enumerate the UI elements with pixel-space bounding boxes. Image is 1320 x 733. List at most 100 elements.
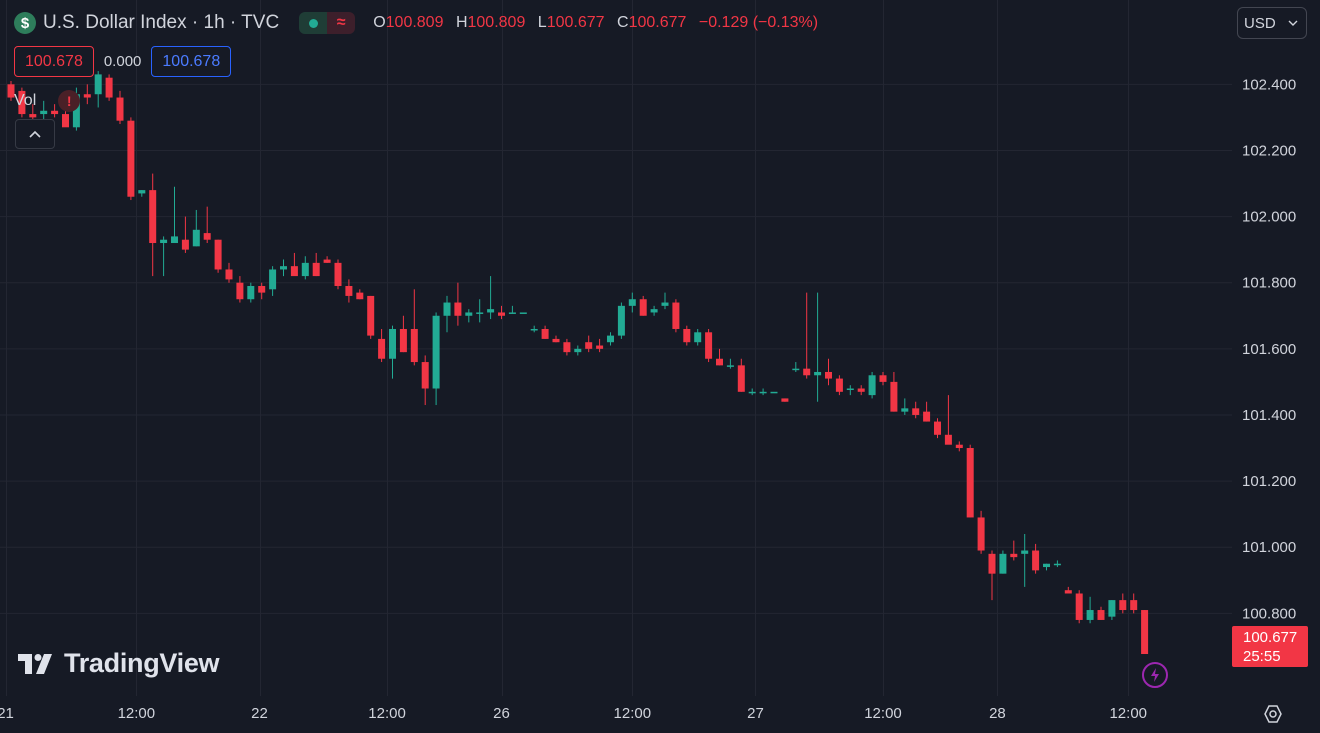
candle [171, 186, 178, 244]
candle-body [399, 328, 407, 353]
candle [955, 441, 963, 452]
time-tick-label: 12:00 [118, 705, 156, 722]
candle-body [356, 292, 364, 300]
candle [694, 328, 702, 346]
candle [192, 209, 200, 247]
dollar-icon[interactable]: $ [14, 12, 36, 34]
candle-body [726, 365, 734, 367]
candle-body [454, 302, 462, 316]
candle [301, 256, 309, 280]
candle-body [672, 302, 680, 329]
price-tick-label: 101.000 [1242, 539, 1296, 556]
candle-body [737, 365, 745, 392]
candle-body [966, 448, 974, 518]
candle [1032, 543, 1040, 574]
tradingview-logo[interactable]: TradingView [18, 648, 220, 679]
time-axis[interactable]: 21 12:00 22 12:00 26 12:00 27 12:00 28 12:00 [0, 696, 1232, 733]
candle [236, 276, 244, 303]
candle-body [51, 110, 59, 115]
candle [726, 358, 734, 369]
candle-body [443, 302, 451, 316]
currency-selector[interactable]: USD [1237, 7, 1307, 39]
candle-body [955, 444, 963, 449]
price-tick-label: 100.800 [1242, 605, 1296, 622]
wave-icon[interactable]: ≈ [327, 12, 356, 34]
candle [748, 388, 756, 396]
candle [399, 315, 407, 353]
candle-body [160, 239, 168, 244]
candle-body [72, 94, 80, 128]
candle-body [290, 266, 298, 277]
sell-button[interactable]: 100.678 [14, 46, 94, 77]
candle-body [432, 315, 440, 389]
candle-body [312, 262, 320, 277]
market-open-indicator[interactable] [299, 12, 328, 34]
buy-button[interactable]: 100.678 [151, 46, 232, 77]
candle-body [705, 332, 713, 359]
candle-body [988, 553, 996, 574]
candle [1097, 606, 1105, 620]
candle [879, 371, 887, 386]
candle-body [661, 302, 669, 306]
warning-icon[interactable]: ! [58, 90, 81, 112]
candle-body [1075, 593, 1083, 620]
candle-body [1086, 610, 1094, 620]
candle [1119, 593, 1127, 614]
candle-body [890, 381, 898, 412]
candle-body [923, 411, 931, 422]
candle-body [944, 434, 952, 445]
price-axis[interactable]: 102.400 102.200 102.000 101.800 101.600 101.4… [1232, 0, 1320, 733]
candle-body [835, 378, 843, 392]
time-tick-label: 28 [989, 705, 1006, 722]
market-status-pills[interactable]: ≈ [299, 12, 356, 34]
candle-body [574, 348, 582, 353]
collapse-legend-button[interactable] [15, 119, 55, 149]
candle [857, 385, 865, 396]
candle-body [650, 309, 658, 313]
candle-body [792, 368, 800, 371]
candle [421, 355, 429, 406]
time-tick-label: 12:00 [1109, 705, 1147, 722]
candle-body [345, 286, 353, 296]
candle [410, 289, 418, 366]
chart-area[interactable]: $ U.S. Dollar Index · 1h · TVC ≈ O100.80… [0, 0, 1232, 696]
candle [116, 90, 124, 124]
gear-icon[interactable] [1262, 703, 1284, 725]
candle-body [18, 90, 26, 115]
candle-body [62, 114, 69, 128]
candle-body [465, 312, 473, 316]
candle-body [476, 312, 484, 314]
candle-body [541, 328, 549, 339]
candle [541, 325, 549, 339]
time-tick-label: 21 [0, 705, 14, 722]
candle-body [617, 305, 625, 336]
candle [617, 302, 625, 339]
time-tick-label: 26 [493, 705, 510, 722]
candle-body [825, 371, 832, 379]
candle-body [1064, 590, 1072, 594]
candle-body [770, 391, 778, 394]
candle [432, 312, 440, 406]
volume-label[interactable]: Vol [14, 92, 37, 109]
candle-body [716, 358, 723, 366]
candle [901, 398, 909, 415]
lightning-icon[interactable] [1142, 662, 1168, 688]
candlestick-chart[interactable] [0, 0, 1232, 696]
symbol-title[interactable]: U.S. Dollar Index · 1h · TVC [43, 12, 280, 33]
candle-body [367, 295, 375, 336]
candle-body [247, 286, 255, 300]
candle [1043, 563, 1050, 571]
candle [1075, 590, 1083, 624]
candle [934, 418, 941, 439]
candle-body [181, 239, 189, 250]
candle-body [1119, 600, 1127, 611]
candle-body [280, 266, 287, 270]
candle [596, 338, 604, 353]
volume-legend: Vol ! [14, 90, 81, 112]
candle-body [759, 391, 767, 394]
candle-body [94, 74, 102, 95]
high-value: 100.809 [467, 14, 526, 31]
candle [105, 74, 113, 101]
candle-body [607, 335, 614, 343]
candle [1086, 596, 1094, 624]
